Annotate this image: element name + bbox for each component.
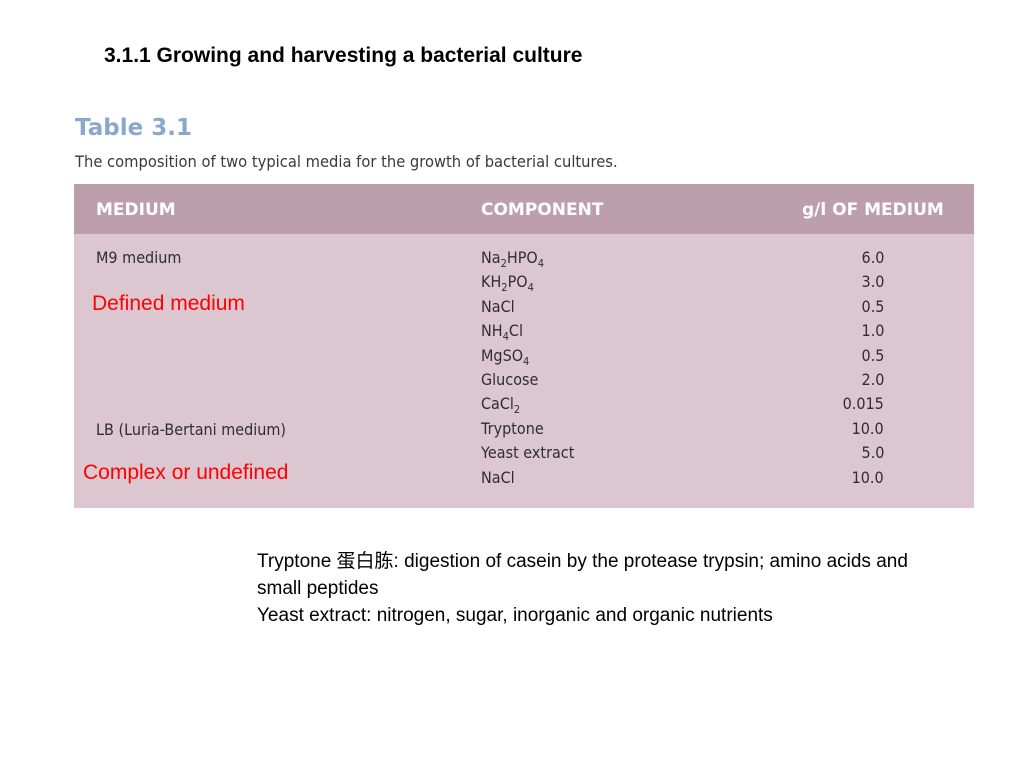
component-cell: Na2HPO4 bbox=[481, 248, 545, 270]
component-cell: MgSO4 bbox=[481, 345, 530, 368]
amount-cell: 3.0 bbox=[861, 272, 884, 292]
header-amount: g/l OF MEDIUM bbox=[802, 200, 944, 220]
annotation-complex-medium: Complex or undefined bbox=[83, 461, 289, 484]
note-yeast-extract: Yeast extract: nitrogen, sugar, inorgani… bbox=[257, 605, 773, 626]
component-cell: KH2PO4 bbox=[481, 272, 534, 295]
amount-cell: 0.015 bbox=[842, 394, 884, 414]
component-cell: NH4Cl bbox=[481, 321, 523, 344]
header-component: COMPONENT bbox=[481, 200, 604, 220]
component-cell: Glucose bbox=[481, 370, 539, 389]
table-header: MEDIUM COMPONENT g/l OF MEDIUM bbox=[74, 184, 974, 234]
table-caption: The composition of two typical media for… bbox=[75, 152, 618, 171]
amount-cell: 0.5 bbox=[861, 345, 884, 365]
amount-cell: 1.0 bbox=[861, 321, 884, 341]
header-medium: MEDIUM bbox=[96, 200, 176, 220]
component-cell: NaCl bbox=[481, 467, 515, 487]
amount-cell: 10.0 bbox=[851, 467, 884, 487]
table-heading: Table 3.1 bbox=[75, 115, 192, 141]
component-cell: Tryptone bbox=[481, 418, 544, 438]
amount-cell: 10.0 bbox=[851, 418, 884, 438]
medium-m9: M9 medium bbox=[96, 248, 182, 267]
note-tryptone: Tryptone 蛋白胨: digestion of casein by the… bbox=[257, 551, 908, 599]
amount-cell: 2.0 bbox=[861, 370, 884, 389]
media-table: MEDIUM COMPONENT g/l OF MEDIUM M9 medium… bbox=[74, 184, 974, 508]
component-cell: NaCl bbox=[481, 296, 515, 316]
amount-cell: 6.0 bbox=[861, 248, 884, 267]
notes: Tryptone 蛋白胨: digestion of casein by the… bbox=[257, 548, 957, 629]
component-cell: CaCl2 bbox=[481, 394, 521, 417]
medium-lb: LB (Luria-Bertani medium) bbox=[96, 420, 287, 439]
component-cell: Yeast extract bbox=[481, 443, 575, 463]
annotation-defined-medium: Defined medium bbox=[92, 292, 245, 315]
amount-cell: 5.0 bbox=[861, 443, 884, 463]
amount-cell: 0.5 bbox=[861, 296, 884, 316]
slide-title: 3.1.1 Growing and harvesting a bacterial… bbox=[104, 44, 583, 67]
